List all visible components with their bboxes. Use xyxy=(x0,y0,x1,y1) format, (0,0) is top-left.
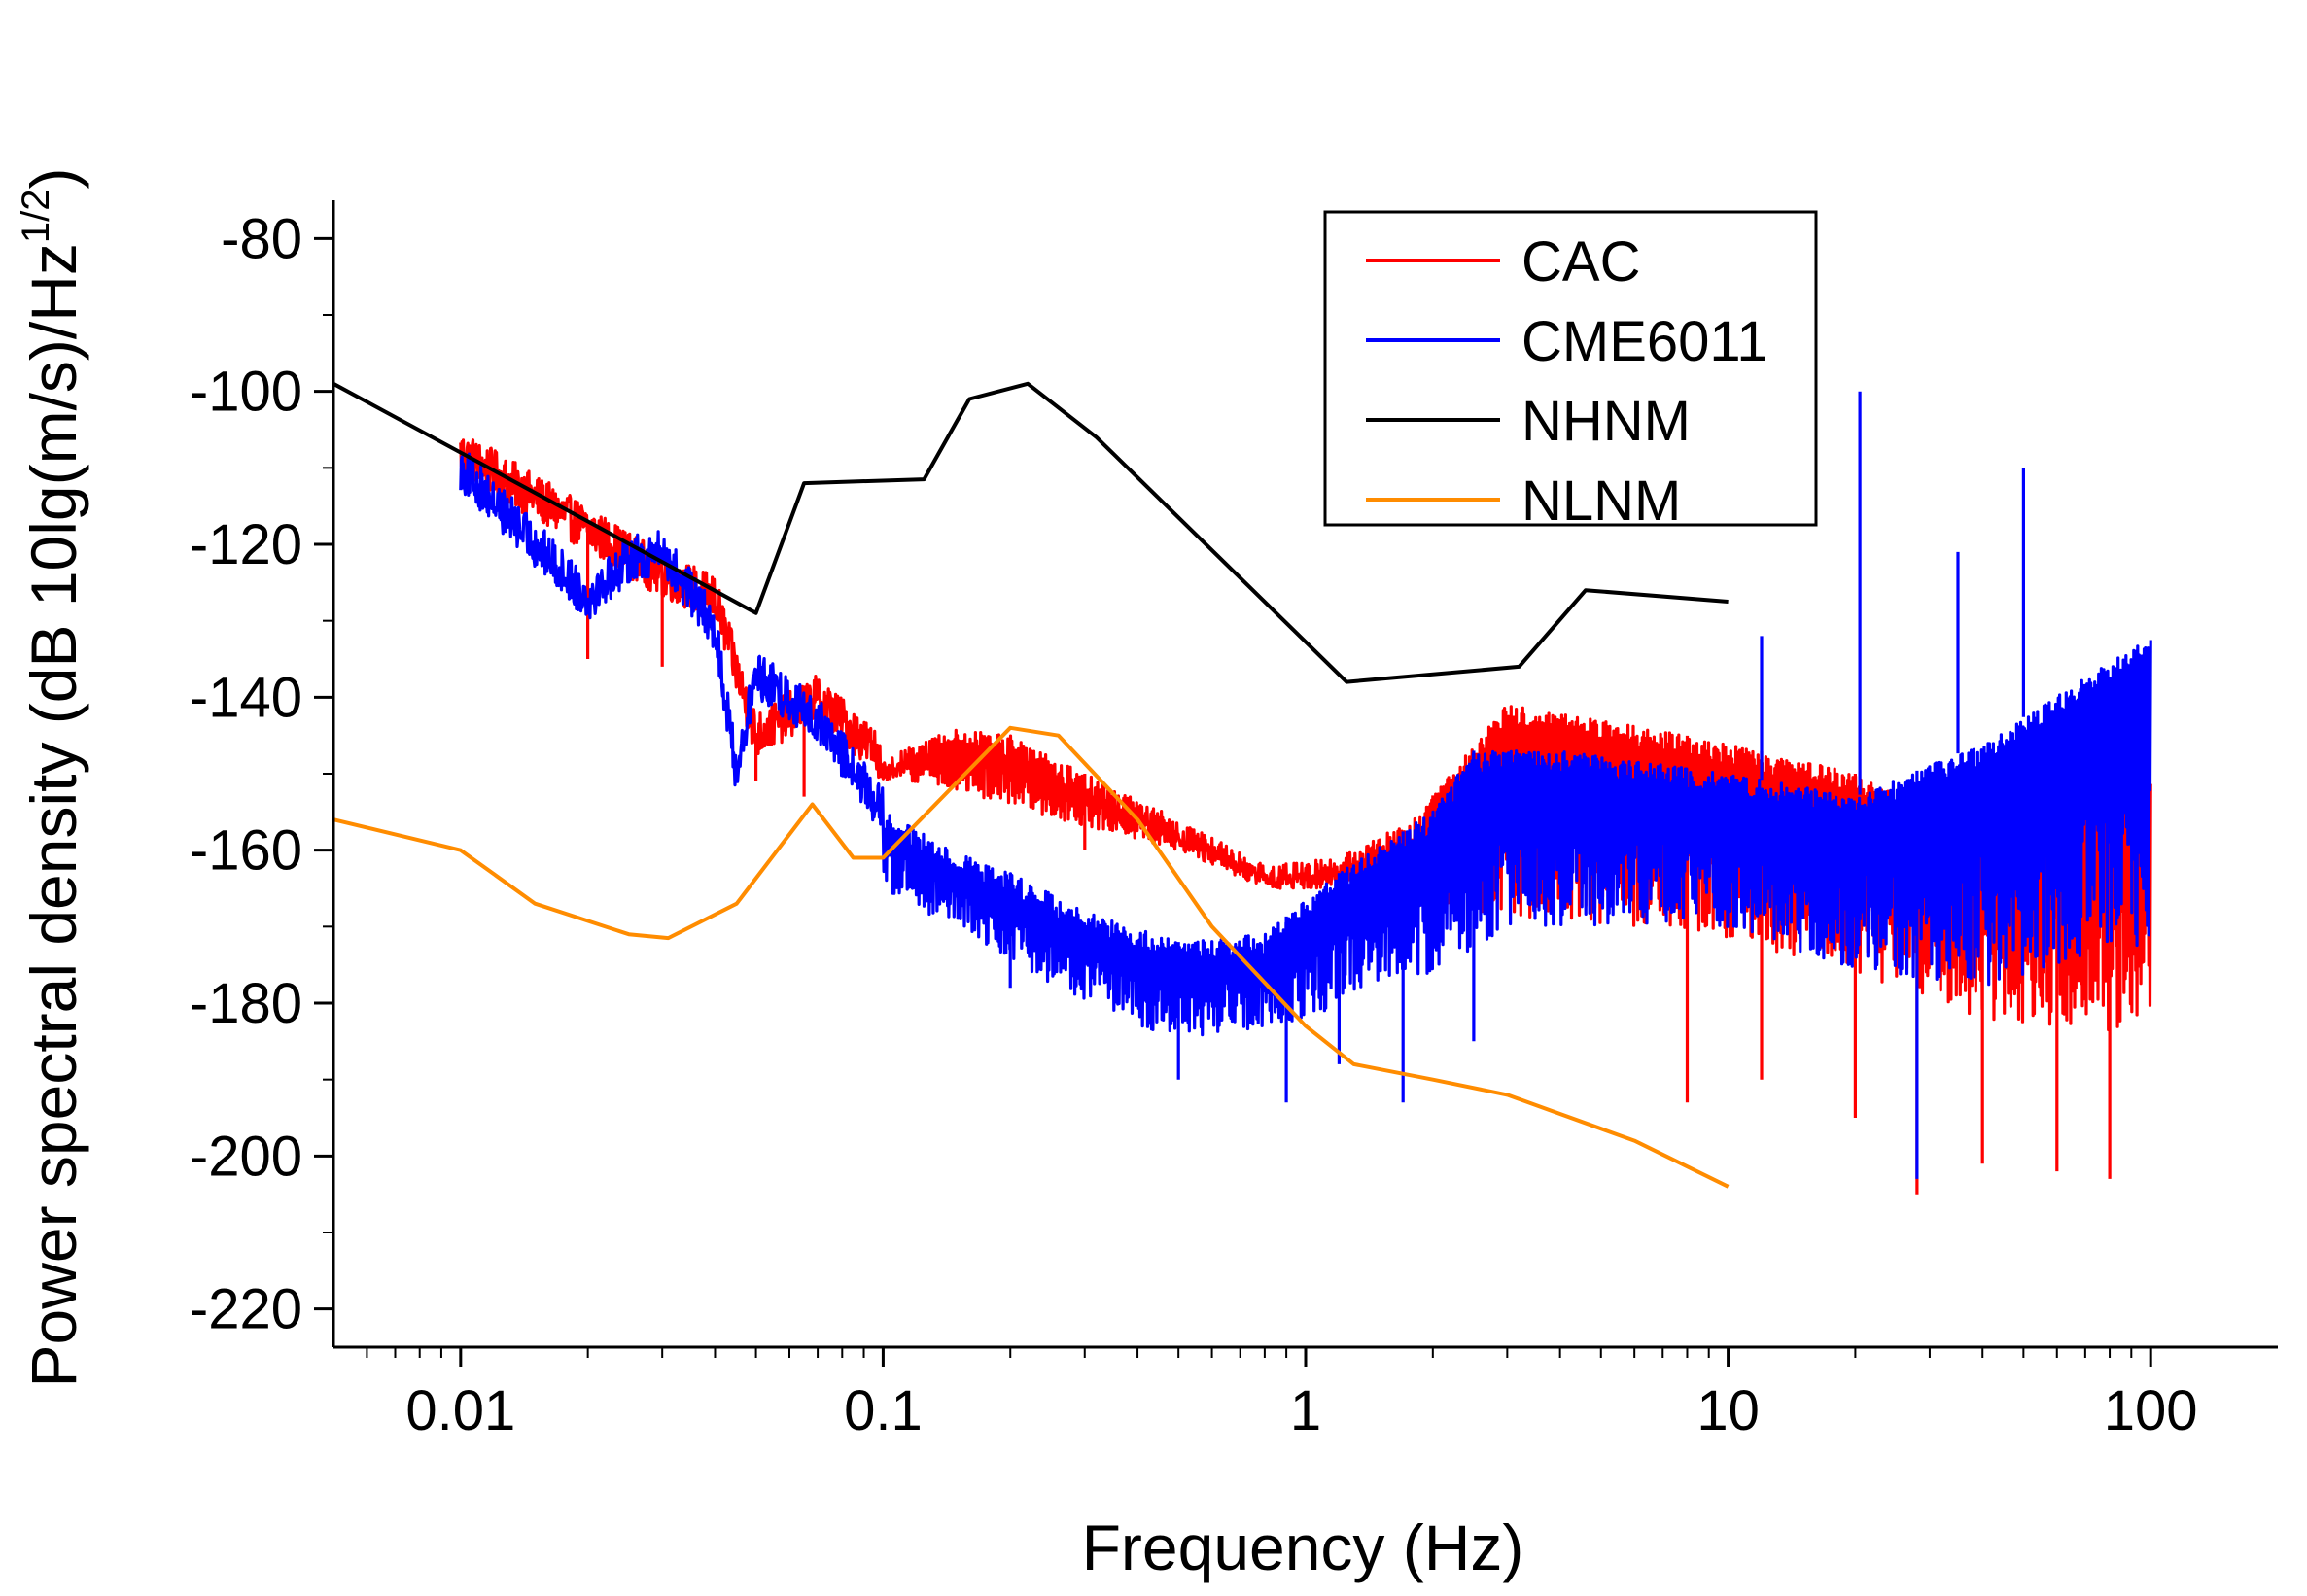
x-tick-label: 0.1 xyxy=(844,1379,923,1442)
series-layer xyxy=(333,381,2152,1195)
legend-label-cac: CAC xyxy=(1521,230,1640,294)
legend: CAC CME6011 NHNM NLNM xyxy=(1323,210,1818,533)
y-tick-label: -100 xyxy=(190,361,302,424)
x-tick-label: 0.01 xyxy=(405,1379,515,1442)
legend-label-cme6011: CME6011 xyxy=(1521,310,1768,373)
series-line-cme6011 xyxy=(459,391,2152,1179)
legend-box xyxy=(1323,210,1818,527)
y-tick-label: -180 xyxy=(190,972,302,1035)
series-line-nhnm xyxy=(333,381,1729,684)
y-tick-label: -160 xyxy=(190,819,302,883)
series-line-nlnm xyxy=(333,725,1730,1189)
legend-label-nhnm: NHNM xyxy=(1521,390,1691,453)
y-tick-label: -200 xyxy=(190,1125,302,1188)
x-axis-title: Frequency (Hz) xyxy=(1082,1511,1524,1583)
y-axis-title-main: Power spectral density (dB 10lg(m/s)/Hz xyxy=(17,243,89,1387)
y-tick-label: -120 xyxy=(190,513,302,576)
y-axis-title-close: ) xyxy=(17,168,89,190)
x-tick-label: 100 xyxy=(2104,1379,2198,1442)
y-tick-label: -80 xyxy=(221,207,302,270)
y-tick-label: -220 xyxy=(190,1278,302,1341)
x-tick-label: 10 xyxy=(1696,1379,1760,1442)
y-axis-title-superscript: 1/2 xyxy=(15,189,57,243)
ticks: 0.01 0.1 1 10 100 -80 -100 -120 -140 -160 -180 -200… xyxy=(190,207,2198,1442)
y-tick-label: -140 xyxy=(190,666,302,729)
y-axis-title: Power spectral density (dB 10lg(m/s)/Hz1… xyxy=(15,168,89,1388)
x-tick-label: 1 xyxy=(1290,1379,1321,1442)
legend-label-nlnm: NLNM xyxy=(1521,469,1681,533)
